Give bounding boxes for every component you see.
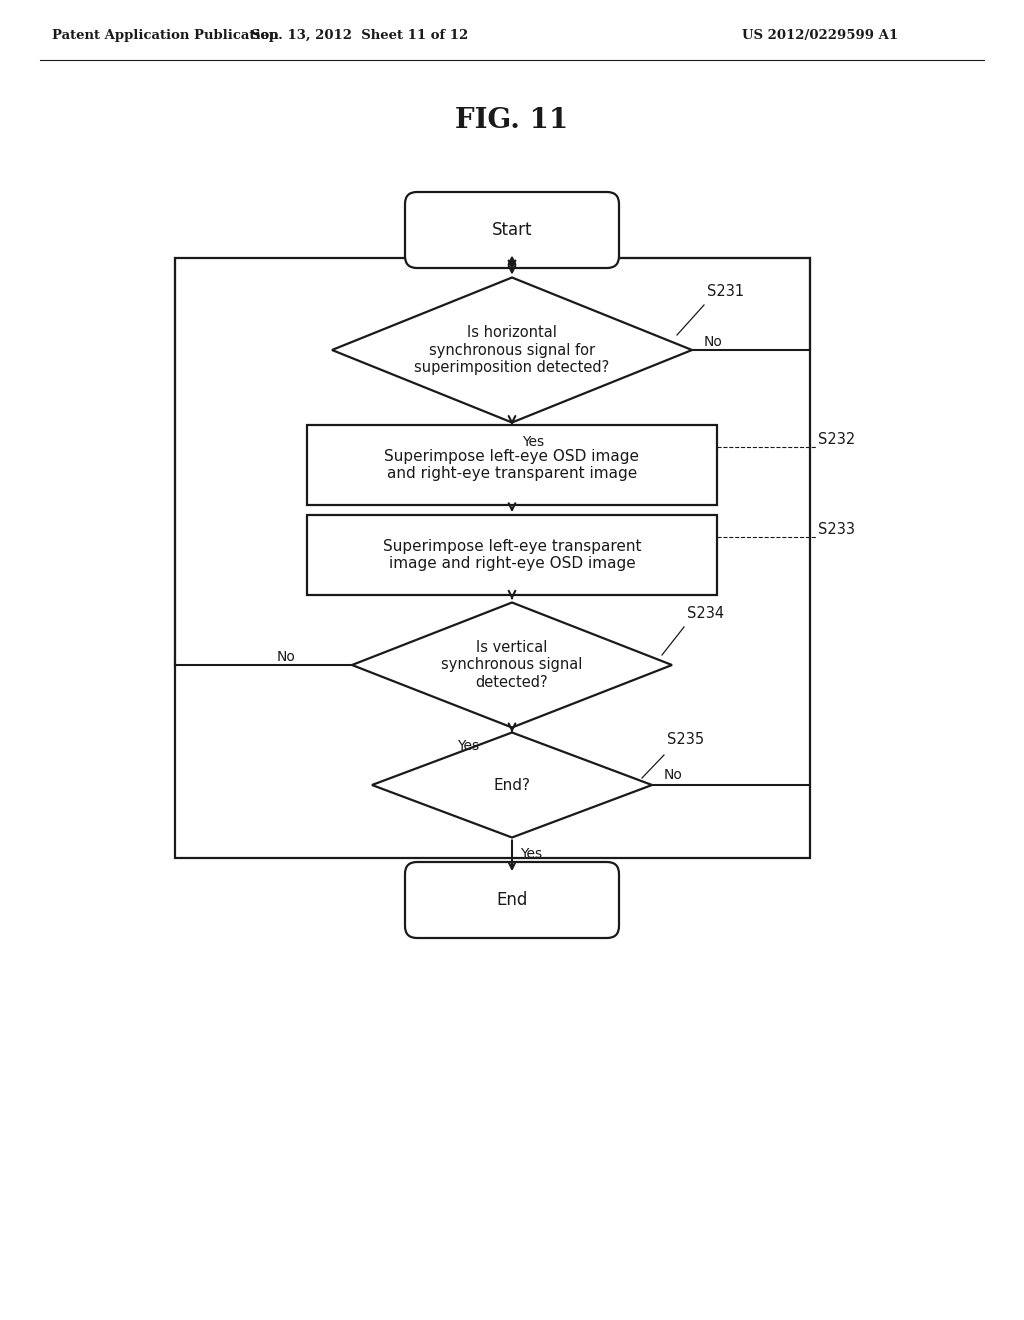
Text: US 2012/0229599 A1: US 2012/0229599 A1: [742, 29, 898, 41]
Text: Start: Start: [492, 220, 532, 239]
Bar: [307, 515, 717, 595]
Text: Yes: Yes: [457, 739, 479, 754]
Polygon shape: [352, 602, 672, 727]
Text: No: No: [278, 649, 296, 664]
FancyBboxPatch shape: [406, 862, 618, 939]
Text: S235: S235: [667, 733, 705, 747]
Text: Superimpose left-eye OSD image
and right-eye transparent image: Superimpose left-eye OSD image and right…: [384, 449, 640, 482]
Polygon shape: [332, 277, 692, 422]
Text: Is horizontal
synchronous signal for
superimposition detected?: Is horizontal synchronous signal for sup…: [415, 325, 609, 375]
Text: Superimpose left-eye transparent
image and right-eye OSD image: Superimpose left-eye transparent image a…: [383, 539, 641, 572]
FancyBboxPatch shape: [406, 191, 618, 268]
Text: Sep. 13, 2012  Sheet 11 of 12: Sep. 13, 2012 Sheet 11 of 12: [251, 29, 469, 41]
Text: S234: S234: [687, 606, 724, 620]
Text: Yes: Yes: [522, 434, 544, 449]
Text: FIG. 11: FIG. 11: [456, 107, 568, 133]
Text: S232: S232: [818, 433, 855, 447]
Bar: [307, 425, 717, 506]
Text: No: No: [705, 335, 723, 348]
Polygon shape: [372, 733, 652, 837]
Text: End?: End?: [494, 777, 530, 792]
Text: Patent Application Publication: Patent Application Publication: [52, 29, 279, 41]
Text: S233: S233: [818, 523, 855, 537]
Text: Yes: Yes: [520, 847, 542, 862]
Text: Is vertical
synchronous signal
detected?: Is vertical synchronous signal detected?: [441, 640, 583, 690]
Text: S231: S231: [707, 285, 744, 300]
Text: No: No: [664, 768, 683, 781]
Text: End: End: [497, 891, 527, 909]
Bar: [175, 257, 810, 858]
